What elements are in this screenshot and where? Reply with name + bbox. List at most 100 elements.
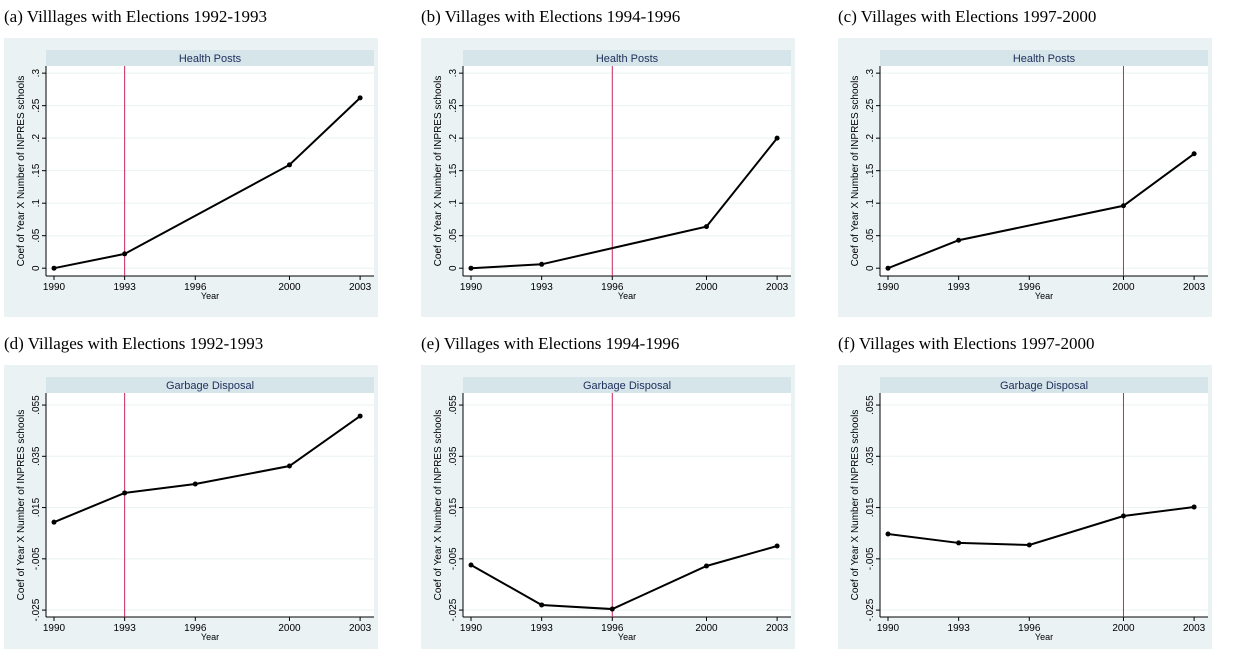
- point: [885, 531, 891, 537]
- point: [122, 490, 128, 496]
- header-strip: [463, 50, 791, 66]
- point: [122, 251, 128, 257]
- x-tick-label: 2003: [766, 623, 789, 634]
- x-tick-label: 1996: [184, 282, 207, 293]
- x-axis-label: Year: [201, 632, 219, 642]
- x-tick-label: 1990: [43, 623, 66, 634]
- caption: (e) Villages with Elections 1994-1996: [421, 334, 679, 353]
- x-tick-label: 1996: [1018, 623, 1041, 634]
- x-tick-label: 1990: [43, 282, 66, 293]
- x-tick-label: 1990: [877, 623, 900, 634]
- y-tick-label: 0: [865, 265, 876, 271]
- y-axis-label: Coef of Year X Number of INPRES schools: [850, 410, 861, 601]
- x-tick-label: 2003: [349, 282, 372, 293]
- point: [609, 606, 615, 612]
- panel-title: Health Posts: [1013, 53, 1076, 65]
- y-tick-label: .015: [31, 497, 42, 517]
- point: [1120, 203, 1126, 209]
- point: [956, 540, 962, 546]
- point: [956, 237, 962, 243]
- y-axis-label: Coef of Year X Number of INPRES schools: [433, 76, 444, 267]
- header-strip: [880, 50, 1208, 66]
- panel-title: Garbage Disposal: [166, 380, 254, 392]
- x-tick-label: 2000: [1112, 623, 1135, 634]
- point: [468, 562, 474, 568]
- x-tick-label: 2000: [278, 282, 301, 293]
- y-tick-label: .1: [865, 199, 876, 208]
- point: [51, 265, 57, 271]
- y-tick-label: .25: [448, 98, 459, 112]
- y-tick-label: .25: [31, 98, 42, 112]
- plot-area: [880, 393, 1208, 617]
- x-axis-label: Year: [618, 632, 636, 642]
- plot-area: [46, 393, 374, 617]
- y-tick-label: .15: [865, 163, 876, 177]
- y-tick-label: .2: [865, 134, 876, 143]
- y-axis-label: Coef of Year X Number of INPRES schools: [433, 410, 444, 601]
- x-tick-label: 2000: [1112, 282, 1135, 293]
- x-tick-label: 1993: [114, 623, 137, 634]
- point: [1191, 504, 1197, 510]
- header-strip: [463, 377, 791, 393]
- point: [774, 543, 780, 549]
- x-axis-label: Year: [201, 291, 219, 301]
- x-tick-label: 1996: [184, 623, 207, 634]
- y-tick-label: .05: [31, 228, 42, 242]
- x-tick-label: 1990: [877, 282, 900, 293]
- point: [286, 463, 292, 469]
- point: [539, 261, 545, 267]
- panel-title: Garbage Disposal: [583, 380, 671, 392]
- y-tick-label: -.005: [865, 547, 876, 570]
- x-tick-label: 2003: [1183, 623, 1206, 634]
- y-tick-label: .3: [865, 69, 876, 78]
- panel-title: Garbage Disposal: [1000, 380, 1088, 392]
- y-tick-label: .035: [448, 446, 459, 466]
- x-tick-label: 1990: [460, 282, 483, 293]
- x-tick-label: 2003: [766, 282, 789, 293]
- x-tick-label: 1993: [948, 282, 971, 293]
- caption: (b) Villages with Elections 1994-1996: [421, 7, 680, 26]
- y-tick-label: .3: [448, 69, 459, 78]
- y-tick-label: .3: [31, 69, 42, 78]
- x-tick-label: 1993: [114, 282, 137, 293]
- x-tick-label: 1990: [460, 623, 483, 634]
- x-tick-label: 1996: [1018, 282, 1041, 293]
- y-tick-label: .2: [448, 134, 459, 143]
- x-axis-label: Year: [1035, 632, 1053, 642]
- x-tick-label: 2000: [695, 623, 718, 634]
- y-tick-label: .035: [865, 446, 876, 466]
- panel-title: Health Posts: [179, 53, 242, 65]
- point: [703, 224, 709, 230]
- point: [539, 602, 545, 608]
- point: [1026, 542, 1032, 548]
- y-tick-label: .1: [31, 199, 42, 208]
- x-tick-label: 1996: [601, 282, 624, 293]
- y-tick-label: .055: [448, 395, 459, 415]
- header-strip: [880, 377, 1208, 393]
- plot-area: [463, 393, 791, 617]
- y-tick-label: .055: [31, 395, 42, 415]
- x-axis-label: Year: [1035, 291, 1053, 301]
- y-tick-label: .055: [865, 395, 876, 415]
- point: [286, 162, 292, 168]
- series-line: [887, 152, 1195, 270]
- x-axis-label: Year: [618, 291, 636, 301]
- panel-title: Health Posts: [596, 53, 659, 65]
- y-tick-label: .05: [865, 228, 876, 242]
- caption: (c) Villages with Elections 1997-2000: [838, 7, 1096, 26]
- point: [192, 481, 198, 487]
- y-tick-label: -.025: [31, 598, 42, 621]
- y-tick-label: .15: [448, 163, 459, 177]
- caption: (d) Villages with Elections 1992-1993: [4, 334, 263, 353]
- point: [1120, 513, 1126, 519]
- point: [774, 135, 780, 141]
- x-tick-label: 1993: [531, 282, 554, 293]
- x-tick-label: 2000: [695, 282, 718, 293]
- y-tick-label: .2: [31, 134, 42, 143]
- y-tick-label: .015: [448, 497, 459, 517]
- y-tick-label: .15: [31, 163, 42, 177]
- x-tick-label: 2003: [349, 623, 372, 634]
- series-line: [470, 137, 778, 270]
- y-tick-label: .015: [865, 497, 876, 517]
